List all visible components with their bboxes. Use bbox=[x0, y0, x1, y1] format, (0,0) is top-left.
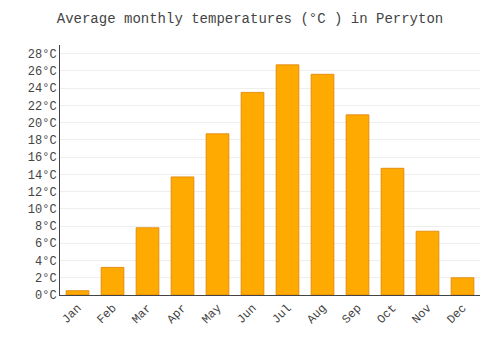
svg-text:Apr: Apr bbox=[164, 302, 189, 327]
svg-text:12°C: 12°C bbox=[28, 186, 57, 200]
svg-text:18°C: 18°C bbox=[28, 134, 57, 148]
svg-text:28°C: 28°C bbox=[28, 48, 57, 62]
svg-text:Aug: Aug bbox=[304, 302, 329, 327]
svg-text:2°C: 2°C bbox=[35, 272, 57, 286]
svg-text:24°C: 24°C bbox=[28, 82, 57, 96]
svg-text:Dec: Dec bbox=[444, 302, 469, 327]
svg-text:Feb: Feb bbox=[94, 302, 119, 327]
svg-text:20°C: 20°C bbox=[28, 117, 57, 131]
svg-text:4°C: 4°C bbox=[35, 255, 57, 269]
svg-text:Mar: Mar bbox=[129, 302, 154, 327]
svg-text:Oct: Oct bbox=[374, 302, 399, 327]
svg-text:16°C: 16°C bbox=[28, 151, 57, 165]
svg-text:Jan: Jan bbox=[59, 302, 84, 327]
svg-text:Nov: Nov bbox=[409, 302, 434, 327]
svg-text:Sep: Sep bbox=[339, 302, 364, 327]
svg-text:8°C: 8°C bbox=[35, 220, 57, 234]
svg-text:14°C: 14°C bbox=[28, 169, 57, 183]
svg-text:Average monthly temperatures (: Average monthly temperatures (°C ) in Pe… bbox=[57, 11, 443, 27]
svg-text:0°C: 0°C bbox=[35, 289, 57, 303]
svg-text:10°C: 10°C bbox=[28, 203, 57, 217]
svg-text:6°C: 6°C bbox=[35, 237, 57, 251]
svg-text:Jun: Jun bbox=[234, 302, 259, 327]
svg-text:22°C: 22°C bbox=[28, 100, 57, 114]
svg-text:26°C: 26°C bbox=[28, 65, 57, 79]
svg-text:Jul: Jul bbox=[269, 302, 294, 327]
svg-text:May: May bbox=[199, 302, 224, 327]
